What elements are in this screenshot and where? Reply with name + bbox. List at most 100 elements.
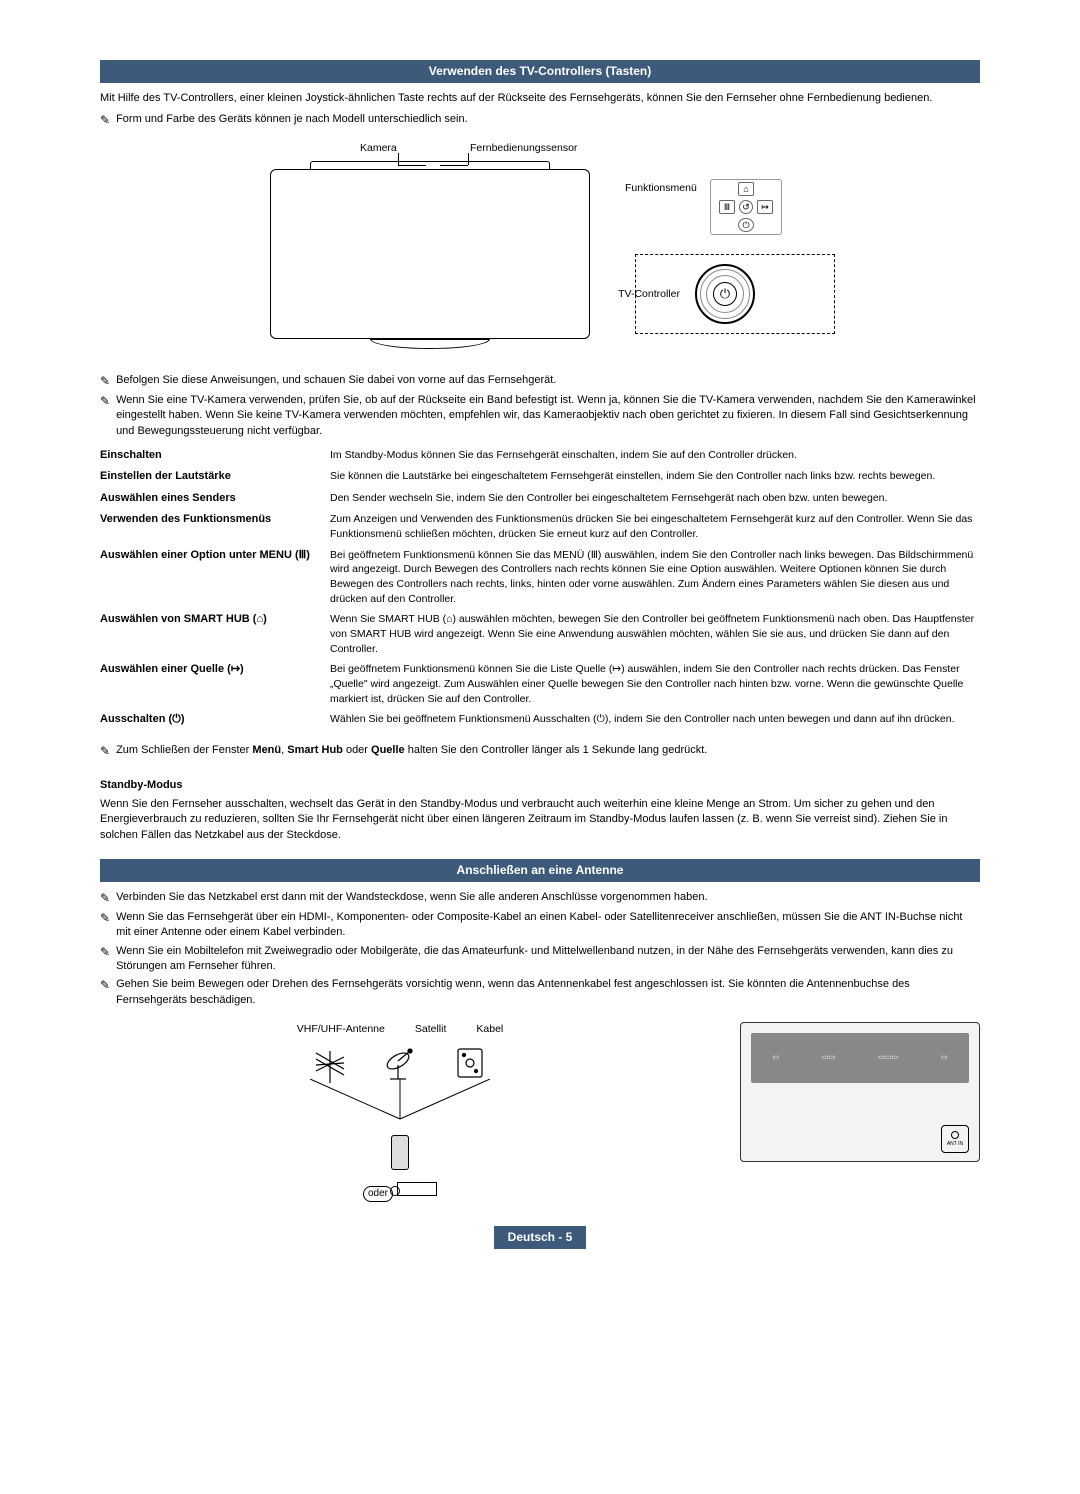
- row-label: Auswählen eines Senders: [100, 491, 330, 506]
- tv-top-edge: [310, 161, 550, 169]
- row-desc: Sie können die Lautstärke bei eingeschal…: [330, 469, 980, 484]
- note-line: ✎ Verbinden Sie das Netzkabel erst dann …: [100, 890, 980, 907]
- section1-intro: Mit Hilfe des TV-Controllers, einer klei…: [100, 91, 980, 106]
- section2-header: Anschließen an eine Antenne: [100, 859, 980, 882]
- note-icon: ✎: [100, 944, 110, 961]
- row-label: Verwenden des Funktionsmenüs: [100, 512, 330, 541]
- table-row: Auswählen einer Quelle (↦) Bei geöffnete…: [100, 659, 980, 709]
- controller-functions-table: Einschalten Im Standby-Modus können Sie …: [100, 445, 980, 731]
- oder-row: oder: [363, 1176, 437, 1202]
- label-vhf: VHF/UHF-Antenne: [297, 1022, 385, 1037]
- note-icon: ✎: [100, 112, 110, 129]
- row-label: Auswählen einer Quelle (↦): [100, 662, 330, 706]
- row-desc: Wenn Sie SMART HUB (⌂) auswählen möchten…: [330, 612, 980, 656]
- label-sensor: Fernbedienungssensor: [470, 141, 577, 156]
- note-icon: ✎: [100, 393, 110, 410]
- table-row: Auswählen eines Senders Den Sender wechs…: [100, 488, 980, 509]
- tv-back-panel: ▭ ▭▭ ▭▭▭ ▭ ANT IN: [740, 1022, 980, 1162]
- row-desc: Zum Anzeigen und Verwenden des Funktions…: [330, 512, 980, 541]
- t: Menü: [252, 744, 281, 756]
- tv-back-ports: ▭ ▭▭ ▭▭▭ ▭: [751, 1033, 969, 1083]
- oder-label: oder: [363, 1186, 393, 1202]
- vhf-antenna-icon: [310, 1043, 350, 1083]
- ant-in-connector-icon: [951, 1131, 959, 1139]
- smarthub-icon: ⌂: [738, 182, 754, 196]
- note-icon: ✎: [100, 373, 110, 390]
- note-line: ✎ Wenn Sie das Fernsehgerät über ein HDM…: [100, 910, 980, 941]
- note-text: Gehen Sie beim Bewegen oder Drehen des F…: [116, 977, 980, 1008]
- cable-wallplate-icon: [450, 1043, 490, 1083]
- page-footer: Deutsch - 5: [100, 1226, 980, 1249]
- line: [398, 165, 426, 166]
- note-text: Wenn Sie das Fernsehgerät über ein HDMI-…: [116, 910, 980, 941]
- note-icon: ✎: [100, 890, 110, 907]
- note-text: Form und Farbe des Geräts können je nach…: [116, 112, 980, 127]
- note-icon: ✎: [100, 743, 110, 760]
- power-icon: ⏻: [738, 218, 754, 232]
- t: oder: [343, 744, 371, 756]
- note-text: Wenn Sie eine TV-Kamera verwenden, prüfe…: [116, 393, 980, 439]
- line: [468, 153, 469, 165]
- table-row: Auswählen einer Option unter MENU (Ⅲ) Be…: [100, 545, 980, 610]
- antenna-icons: [310, 1043, 490, 1083]
- splitter-icon: [391, 1135, 409, 1170]
- section1-header: Verwenden des TV-Controllers (Tasten): [100, 60, 980, 83]
- note-line: ✎ Wenn Sie ein Mobiltelefon mit Zweiwegr…: [100, 944, 980, 975]
- row-label: Ausschalten (⏻): [100, 712, 330, 727]
- note-line: ✎ Gehen Sie beim Bewegen oder Drehen des…: [100, 977, 980, 1008]
- label-funcmenu: Funktionsmenü: [625, 181, 697, 196]
- note-text: Zum Schließen der Fenster Menü, Smart Hu…: [116, 743, 980, 758]
- line: [398, 153, 399, 165]
- note-text: Befolgen Sie diese Anweisungen, und scha…: [116, 373, 980, 388]
- note-icon: ✎: [100, 977, 110, 994]
- ant-in-label: ANT IN: [947, 1141, 963, 1148]
- standby-text: Wenn Sie den Fernseher ausschalten, wech…: [100, 797, 980, 843]
- table-row: Einstellen der Lautstärke Sie können die…: [100, 466, 980, 487]
- note-text-inner: Wenn Sie eine TV-Kamera verwenden, prüfe…: [116, 394, 976, 437]
- label-sat: Satellit: [415, 1022, 447, 1037]
- t: Quelle: [371, 744, 405, 756]
- port: ▭▭: [822, 1053, 835, 1063]
- row-desc: Bei geöffnetem Funktionsmenü können Sie …: [330, 662, 980, 706]
- return-icon: ↺: [739, 200, 753, 214]
- antenna-labels: VHF/UHF-Antenne Satellit Kabel: [297, 1022, 504, 1037]
- plug-icon: [397, 1182, 437, 1196]
- row-label: Auswählen von SMART HUB (⌂): [100, 612, 330, 656]
- t: Smart Hub: [287, 744, 343, 756]
- tv-stand: [370, 339, 490, 349]
- tv-diagram: Kamera Fernbedienungssensor Funktionsmen…: [240, 139, 840, 359]
- satellite-dish-icon: [380, 1043, 420, 1083]
- note-text: Wenn Sie ein Mobiltelefon mit Zweiwegrad…: [116, 944, 980, 975]
- source-icon: ↦: [757, 200, 773, 214]
- menu-icon: Ⅲ: [719, 200, 735, 214]
- port: ▭: [772, 1053, 779, 1063]
- note-line: ✎ Wenn Sie eine TV-Kamera verwenden, prü…: [100, 393, 980, 439]
- port: ▭▭▭: [878, 1053, 898, 1063]
- port: ▭: [941, 1053, 948, 1063]
- row-label: Einschalten: [100, 448, 330, 463]
- note-icon: ✎: [100, 910, 110, 927]
- t: Zum Schließen der Fenster: [116, 744, 252, 756]
- standby-heading: Standby-Modus: [100, 778, 980, 793]
- table-row: Ausschalten (⏻) Wählen Sie bei geöffnete…: [100, 709, 980, 730]
- converge-lines: [270, 1079, 530, 1123]
- ant-in-port: ANT IN: [941, 1125, 969, 1153]
- controller-circle: ⏻: [695, 264, 755, 324]
- table-row: Verwenden des Funktionsmenüs Zum Anzeige…: [100, 509, 980, 544]
- antenna-left: VHF/UHF-Antenne Satellit Kabel oder: [100, 1022, 700, 1202]
- function-menu-box: ⌂ Ⅲ ↺ ↦ ⏻: [710, 179, 782, 235]
- note-line: ✎ Form und Farbe des Geräts können je na…: [100, 112, 980, 129]
- label-kabel: Kabel: [476, 1022, 503, 1037]
- close-note: ✎ Zum Schließen der Fenster Menü, Smart …: [100, 743, 980, 760]
- row-desc: Bei geöffnetem Funktionsmenü können Sie …: [330, 548, 980, 607]
- row-desc: Den Sender wechseln Sie, indem Sie den C…: [330, 491, 980, 506]
- row-label: Auswählen einer Option unter MENU (Ⅲ): [100, 548, 330, 607]
- t: halten Sie den Controller länger als 1 S…: [405, 744, 708, 756]
- line: [440, 165, 468, 166]
- tv-outline: [270, 169, 590, 339]
- row-label: Einstellen der Lautstärke: [100, 469, 330, 484]
- label-kamera: Kamera: [360, 141, 397, 156]
- table-row: Einschalten Im Standby-Modus können Sie …: [100, 445, 980, 466]
- antenna-diagram: VHF/UHF-Antenne Satellit Kabel oder ▭ ▭▭: [100, 1022, 980, 1202]
- table-row: Auswählen von SMART HUB (⌂) Wenn Sie SMA…: [100, 609, 980, 659]
